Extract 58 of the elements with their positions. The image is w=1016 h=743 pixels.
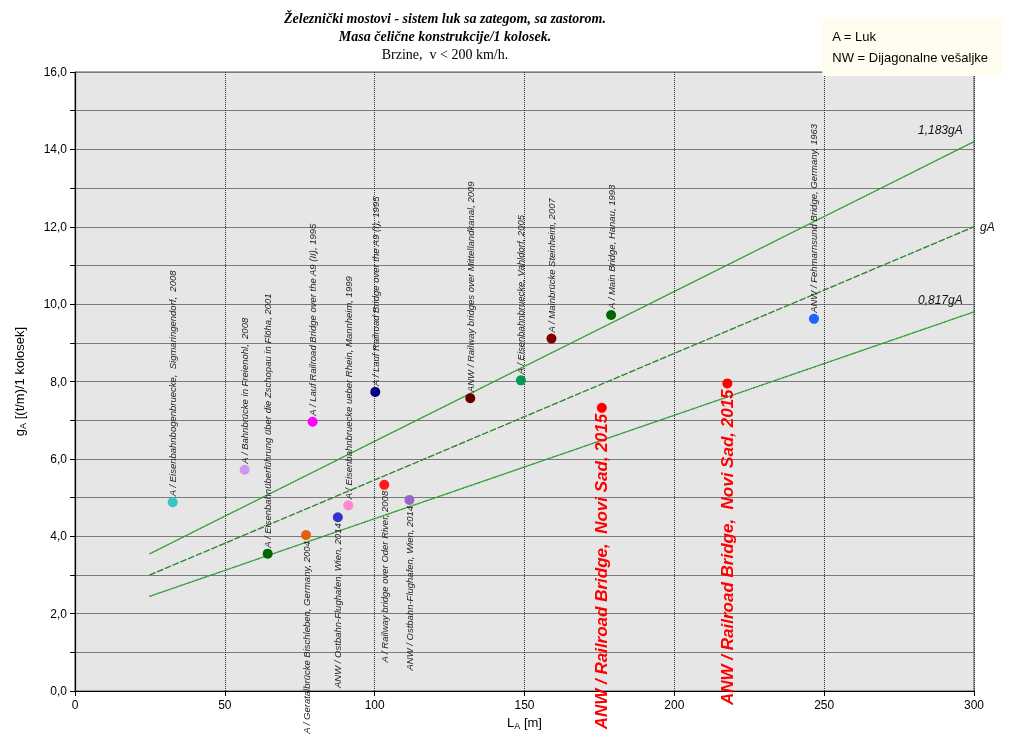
point — [301, 530, 312, 541]
point — [808, 313, 819, 324]
y-tick-label: 8,0 — [50, 374, 68, 389]
point — [167, 497, 178, 508]
point — [546, 333, 557, 344]
x-tick-label: 50 — [218, 698, 232, 712]
chart-subtitle: Brzine, v < 200 km/h. — [381, 46, 509, 62]
text: ANW / Railway bridges over Mittellandkanal, 2009 — [464, 180, 476, 394]
text: ANW / Ostbahn-Flughafen, Wien, 2014 — [332, 523, 344, 689]
text: A / Main Bridge, Hanau, 1993 — [605, 183, 617, 310]
text: A / Eisenbahnüberführung über die Zschopau in Flöha, 2001 — [262, 293, 274, 549]
text: A / Lauf Railroad Bridge over the A9 (II), 1995 — [307, 222, 319, 417]
point — [239, 464, 250, 475]
text: ANW / Railroad Bridge, Novi Sad, 2015 — [592, 413, 612, 731]
y-tick-label: 12,0 — [43, 219, 68, 234]
x-tick-label: 300 — [963, 698, 985, 712]
x-tick-label: 250 — [814, 698, 835, 712]
text: A = Luk — [832, 29, 877, 44]
text: A / Eisenbahnbogenbruecke, Sigmaringendorf, 2008 — [167, 269, 179, 498]
point — [307, 416, 318, 427]
y-tick-label: 6,0 — [50, 451, 68, 466]
y-tick-label: 10,0 — [43, 297, 68, 312]
point — [515, 375, 526, 386]
text: A / Eisenbahnbruecke, Vahldorf, 2005 — [515, 214, 527, 376]
y-tick-label: 2,0 — [50, 606, 68, 621]
point — [722, 378, 733, 389]
point — [332, 512, 343, 523]
text: A / Eisenbahnbruecke ueber Rhein, Mannheim, 1999 — [342, 275, 354, 501]
chart-title: Železnički mostovi - sistem luk sa zategom, sa zastorom. Masa čelične konstrukcije/1 kolosek. — [282, 9, 607, 44]
series-label: 0,817gA — [918, 292, 963, 307]
x-tick-label: 100 — [364, 698, 385, 712]
y-axis-title: gA [(t/m)/1 kolosek] — [11, 326, 28, 437]
point — [379, 479, 390, 490]
point — [404, 494, 415, 505]
x-tick-label: 200 — [664, 698, 685, 712]
y-tick-label: 16,0 — [43, 65, 68, 79]
point — [370, 386, 381, 397]
y-tick-label: 0,0 — [50, 684, 68, 698]
x-tick-label: 0 — [71, 698, 79, 712]
text: ANW / Fehmarnsund Bridge, Germany, 1963 — [808, 123, 820, 314]
point — [262, 548, 273, 559]
y-tick-label: 4,0 — [50, 529, 68, 544]
text: ANW / Ostbahn-Flughafen, Wien, 2014 — [403, 505, 415, 672]
text: A / Geratalbrücke Bischleben, Germany, 2004 — [300, 541, 312, 735]
text: A / Mainbrücke Steinheim, 2007 — [545, 197, 557, 334]
point — [596, 402, 607, 413]
series-label: gA — [980, 219, 995, 234]
y-tick-label: 14,0 — [43, 142, 68, 157]
text: A / Railway bridge over Oder River, 2008 — [378, 490, 390, 664]
point — [606, 309, 617, 320]
series-label: 1,183gA — [918, 122, 963, 137]
point — [343, 500, 354, 511]
text: NW = Dijagonalne vešaljke — [832, 50, 988, 65]
text: A / Bahnbrücke in Freienohl, 2008 — [239, 317, 251, 465]
point — [465, 393, 476, 404]
text: A / Lauf Railroad Bridge over the A9 (I), 1995 — [369, 195, 381, 387]
text: ANW / Railroad Bridge, Novi Sad, 2015 — [717, 388, 737, 706]
x-tick-label: 150 — [514, 698, 535, 712]
